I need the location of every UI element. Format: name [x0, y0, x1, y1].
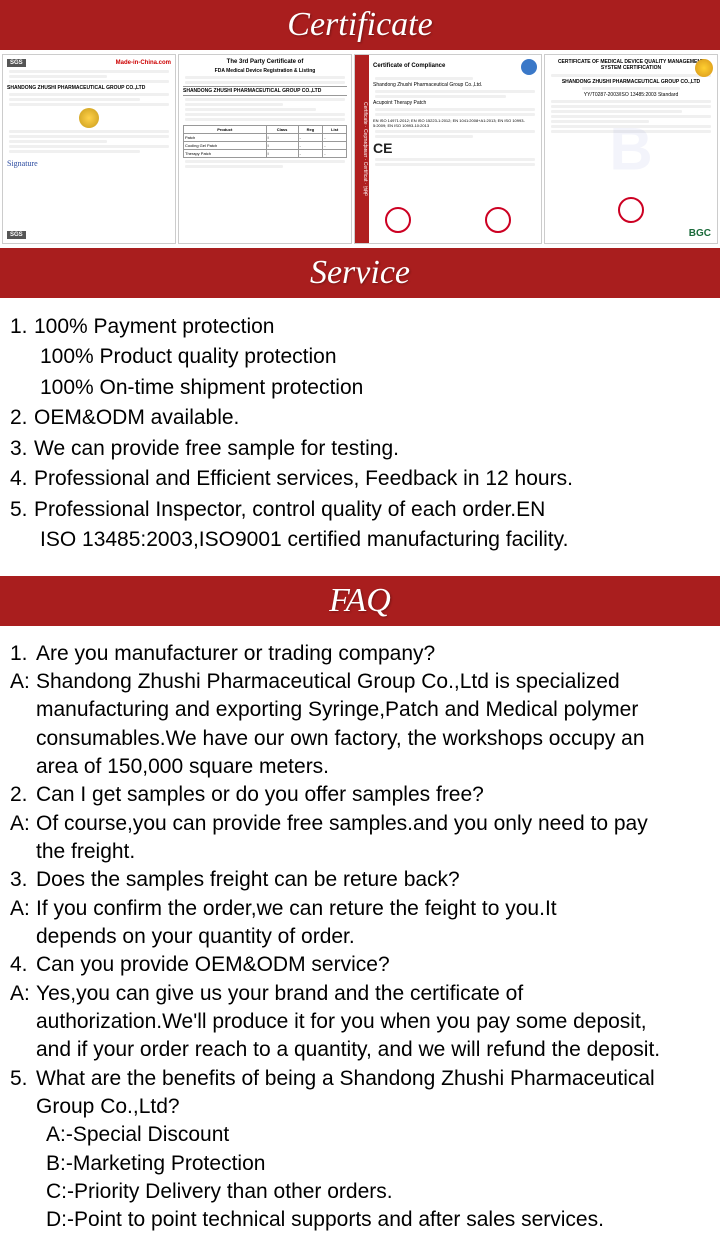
vertical-strip: Certificate · Сертификат · Certificat · … [355, 55, 369, 243]
ecm-logo-icon [521, 59, 537, 75]
faq-sub: D:-Point to point technical supports and… [10, 1206, 710, 1234]
faq-answer: authorization.We'll produce it for you w… [10, 1008, 710, 1036]
red-stamp-icon [385, 207, 411, 233]
cert-company: SHANDONG ZHUSHI PHARMACEUTICAL GROUP CO.… [549, 79, 713, 85]
service-text: 100% On-time shipment protection [10, 373, 710, 403]
faq-sub: C:-Priority Delivery than other orders. [10, 1178, 710, 1206]
cert-holder: Shandong Zhushi Pharmaceutical Group Co.… [373, 82, 537, 88]
cert-title: Certificate of Compliance [373, 63, 445, 69]
a-prefix: A: [10, 980, 36, 1008]
item-number: 4. [10, 464, 34, 494]
q-number: 1. [10, 640, 36, 668]
service-text: ISO 13485:2003,ISO9001 certified manufac… [10, 525, 710, 555]
service-header: Service [0, 248, 720, 298]
faq-question: Can I get samples or do you offer sample… [36, 781, 484, 809]
signature: Signature [7, 159, 171, 168]
red-stamp-icon [618, 197, 644, 223]
cert-standards: EN ISO 14971:2012; EN ISO 15223-1:2012; … [373, 118, 537, 128]
a-prefix: A: [10, 895, 36, 923]
bqc-badge-icon [695, 59, 713, 77]
cert-table: ProductClassRegList PatchI-- Cooling Gel… [183, 125, 347, 158]
item-number: 2. [10, 403, 34, 433]
faq-sub: A:-Special Discount [10, 1121, 710, 1149]
cert-title: CERTIFICATE OF MEDICAL DEVICE QUALITY MA… [549, 59, 713, 71]
q-number: 4. [10, 951, 36, 979]
faq-question: What are the benefits of being a Shandon… [36, 1065, 655, 1093]
watermark-icon: B [609, 115, 652, 184]
certificate-fda: The 3rd Party Certificate of FDA Medical… [178, 54, 352, 244]
service-text: OEM&ODM available. [34, 403, 239, 433]
certificate-sgs: SGS Made-in-China.com SHANDONG ZHUSHI PH… [2, 54, 176, 244]
faq-header: FAQ [0, 576, 720, 626]
sgs-logo-bottom: SGS [7, 231, 26, 239]
faq-question: Does the samples freight can be reture b… [36, 866, 460, 894]
faq-answer: Of course,you can provide free samples.a… [36, 810, 648, 838]
cert-subtitle: FDA Medical Device Registration & Listin… [183, 68, 347, 74]
service-text: 100% Payment protection [34, 312, 274, 342]
faq-sub: B:-Marketing Protection [10, 1150, 710, 1178]
item-number: 3. [10, 434, 34, 464]
red-stamp-icon [485, 207, 511, 233]
a-prefix: A: [10, 810, 36, 838]
cert-company: SHANDONG ZHUSHI PHARMACEUTICAL GROUP CO.… [7, 85, 171, 91]
made-in-china-logo: Made-in-China.com [116, 60, 171, 66]
faq-answer: the freight. [10, 838, 710, 866]
certificates-row: SGS Made-in-China.com SHANDONG ZHUSHI PH… [0, 50, 720, 248]
faq-question-cont: Group Co.,Ltd? [10, 1093, 710, 1121]
faq-question: Can you provide OEM&ODM service? [36, 951, 390, 979]
gold-seal-icon [79, 108, 99, 128]
service-text: Professional Inspector, control quality … [34, 495, 545, 525]
faq-answer: area of 150,000 square meters. [10, 753, 710, 781]
faq-answer: Shandong Zhushi Pharmaceutical Group Co.… [36, 668, 620, 696]
sgs-logo: SGS [7, 59, 26, 67]
certificate-iso: CERTIFICATE OF MEDICAL DEVICE QUALITY MA… [544, 54, 718, 244]
faq-answer: and if your order reach to a quantity, a… [10, 1036, 710, 1064]
service-text: 100% Product quality protection [10, 342, 710, 372]
cert-title: The 3rd Party Certificate of [183, 59, 347, 65]
bgc-text: BGC [689, 228, 711, 239]
q-number: 5. [10, 1065, 36, 1093]
cert-product: Acupoint Therapy Patch [373, 100, 537, 106]
service-content: 1.100% Payment protection 100% Product q… [0, 298, 720, 576]
item-number: 1. [10, 312, 34, 342]
certificate-header: Certificate [0, 0, 720, 50]
certificate-ce: Certificate · Сертификат · Certificat · … [354, 54, 542, 244]
faq-content: 1.Are you manufacturer or trading compan… [0, 626, 720, 1255]
q-number: 3. [10, 866, 36, 894]
faq-question: Are you manufacturer or trading company? [36, 640, 435, 668]
cert-company: SHANDONG ZHUSHI PHARMACEUTICAL GROUP CO.… [183, 86, 347, 96]
faq-answer: Yes,you can give us your brand and the c… [36, 980, 523, 1008]
faq-answer: consumables.We have our own factory, the… [10, 725, 710, 753]
faq-answer: depends on your quantity of order. [10, 923, 710, 951]
service-text: Professional and Efficient services, Fee… [34, 464, 573, 494]
faq-answer: If you confirm the order,we can reture t… [36, 895, 557, 923]
cert-standard: YY/T0287-2003/ISO 13485:2003 Standard [549, 92, 713, 98]
q-number: 2. [10, 781, 36, 809]
a-prefix: A: [10, 668, 36, 696]
ce-mark-icon: CE [373, 140, 392, 156]
faq-answer: manufacturing and exporting Syringe,Patc… [10, 696, 710, 724]
service-text: We can provide free sample for testing. [34, 434, 399, 464]
item-number: 5. [10, 495, 34, 525]
